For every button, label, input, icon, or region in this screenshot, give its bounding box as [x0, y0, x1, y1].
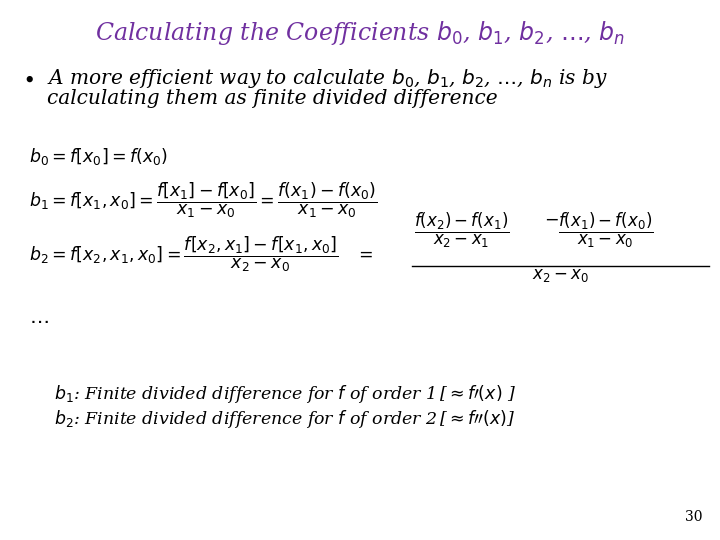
Text: $x_2 - x_0$: $x_2 - x_0$: [531, 267, 589, 284]
Text: $\dfrac{f(x_1) - f(x_0)}{x_1 - x_0}$: $\dfrac{f(x_1) - f(x_0)}{x_1 - x_0}$: [558, 211, 654, 250]
Text: $b_1 = f[x_1, x_0] = \dfrac{f[x_1] - f[x_0]}{x_1 - x_0} = \dfrac{f(x_1) - f(x_0): $b_1 = f[x_1, x_0] = \dfrac{f[x_1] - f[x…: [29, 181, 377, 220]
Text: 30: 30: [685, 510, 702, 524]
Text: [$\approx f\prime\prime(x)$]: [$\approx f\prime\prime(x)$]: [439, 408, 516, 428]
Text: $b_0 = f[x_0] = f(x_0)$: $b_0 = f[x_0] = f(x_0)$: [29, 146, 168, 167]
Text: Calculating the Coefficients $b_0$, $b_1$, $b_2$, $\ldots$, $b_n$: Calculating the Coefficients $b_0$, $b_1…: [95, 19, 625, 47]
Text: $b_2$: Finite divided difference for $f$ of order 2: $b_2$: Finite divided difference for $f$…: [54, 408, 438, 430]
Text: $b_2 = f[x_2, x_1, x_0] = \dfrac{f[x_2, x_1] - f[x_1, x_0]}{x_2 - x_0}$   $=$: $b_2 = f[x_2, x_1, x_0] = \dfrac{f[x_2, …: [29, 235, 373, 274]
Text: $\bullet$: $\bullet$: [22, 68, 33, 90]
Text: $\ldots$: $\ldots$: [29, 308, 48, 327]
Text: [$\approx f\prime(x)$ ]: [$\approx f\prime(x)$ ]: [439, 383, 516, 403]
Text: calculating them as finite divided difference: calculating them as finite divided diffe…: [47, 89, 498, 108]
Text: A more efficient way to calculate $b_0$, $b_1$, $b_2$, $\ldots$, $b_n$ is by: A more efficient way to calculate $b_0$,…: [47, 68, 608, 91]
Text: $-$: $-$: [544, 211, 558, 227]
Text: $\dfrac{f(x_2) - f(x_1)}{x_2 - x_1}$: $\dfrac{f(x_2) - f(x_1)}{x_2 - x_1}$: [414, 211, 510, 250]
Text: $b_1$: Finite divided difference for $f$ of order 1: $b_1$: Finite divided difference for $f$…: [54, 383, 436, 406]
